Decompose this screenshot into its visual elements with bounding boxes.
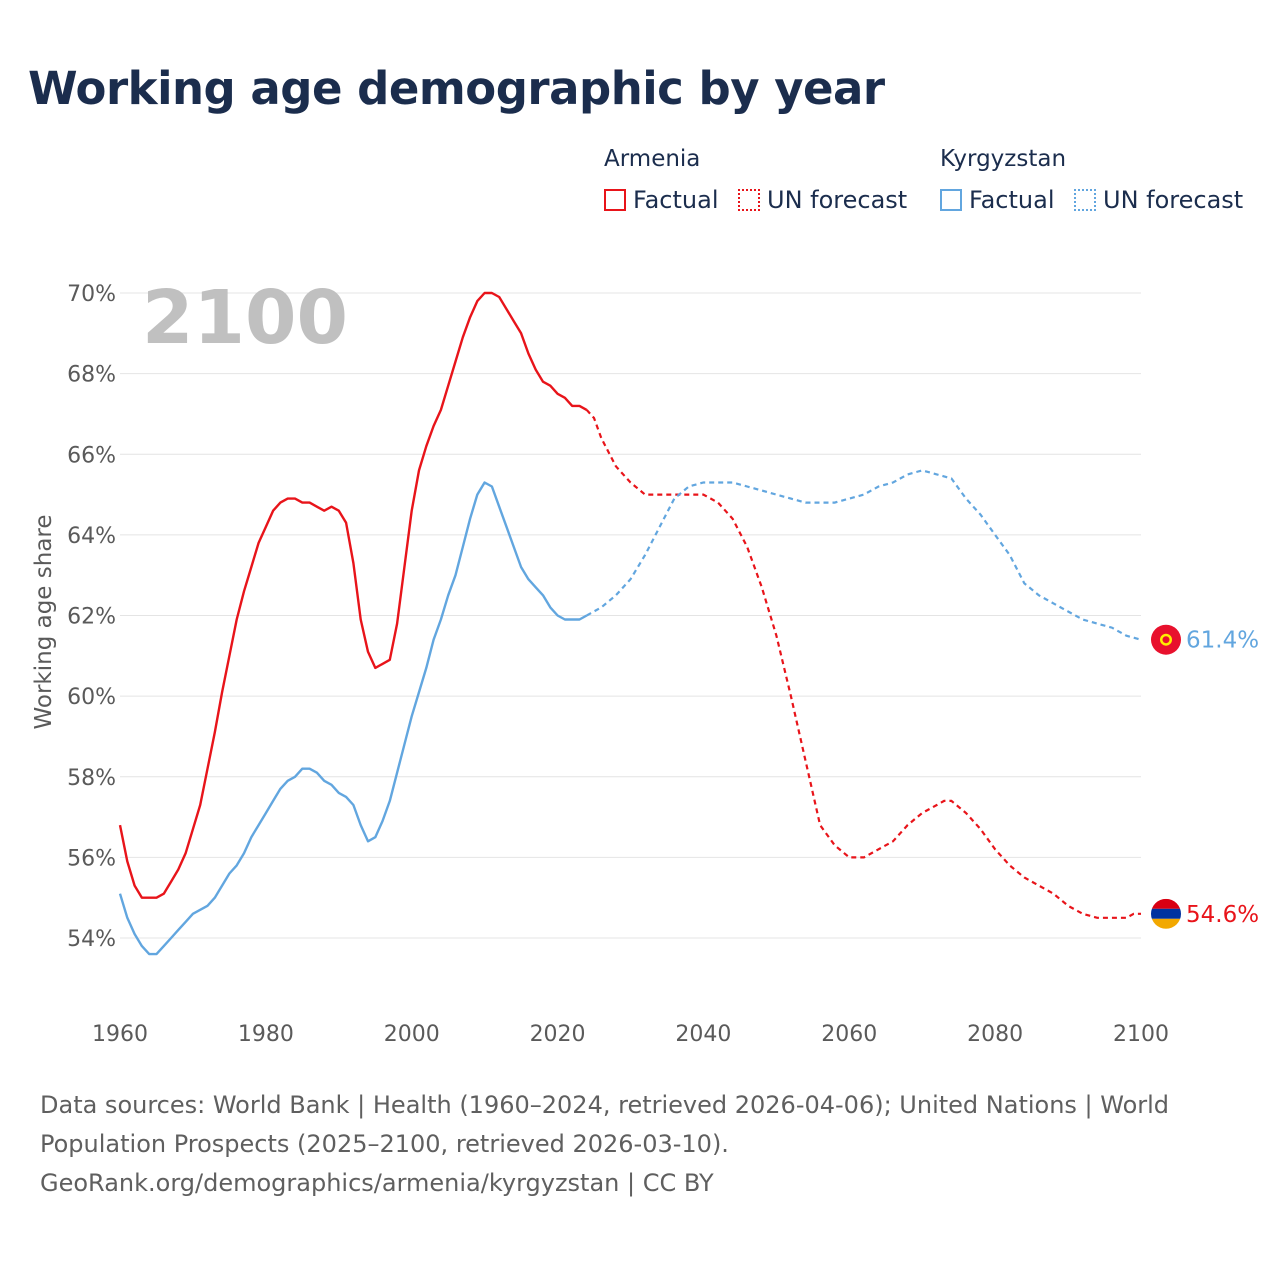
legend-armenia-title: Armenia xyxy=(604,146,701,172)
x-tick-label: 2040 xyxy=(675,1022,731,1047)
x-tick-label: 1980 xyxy=(238,1022,294,1047)
x-tick-label: 2100 xyxy=(1113,1022,1169,1047)
x-axis-ticks: 1960 1980 2000 2020 2040 2060 2080 2100 xyxy=(92,1022,1169,1047)
kyrgyzstan-factual-line xyxy=(118,481,588,956)
legend-kyrgyzstan-forecast-label: UN forecast xyxy=(1103,186,1244,214)
y-tick-label: 54% xyxy=(67,927,116,952)
x-tick-label: 2080 xyxy=(967,1022,1023,1047)
legend-armenia-forecast-swatch xyxy=(738,189,760,211)
attribution-link[interactable]: GeoRank.org/demographics/armenia/kyrgyzs… xyxy=(40,1169,714,1197)
x-tick-label: 2020 xyxy=(530,1022,586,1047)
year-overlay: 2100 xyxy=(142,275,348,361)
sources-line-1: Data sources: World Bank | Health (1960–… xyxy=(40,1091,1170,1119)
legend-kyrgyzstan-forecast[interactable]: UN forecast xyxy=(1074,186,1243,214)
armenia-factual-line xyxy=(118,291,588,899)
legend-kyrgyzstan-forecast-swatch xyxy=(1074,189,1096,211)
y-axis-ticks: 54% 56% 58% 60% 62% 64% 66% 68% 70% xyxy=(67,282,116,952)
armenia-forecast-line xyxy=(585,409,1141,919)
legend-kyrgyzstan-title: Kyrgyzstan xyxy=(940,146,1067,172)
legend-armenia-forecast[interactable]: UN forecast xyxy=(738,186,907,214)
kyrgyzstan-end-value-label: 61.4% xyxy=(1186,628,1259,654)
legend-kyrgyzstan-factual[interactable]: Factual xyxy=(940,186,1055,214)
series-lines xyxy=(118,291,1142,956)
line-chart: 54% 56% 58% 60% 62% 64% 66% 68% 70% 1960 1980 2000… xyxy=(31,275,1259,1047)
gridlines xyxy=(120,292,1141,939)
sources-line-2: Population Prospects (2025–2100, retriev… xyxy=(40,1130,729,1158)
y-tick-label: 64% xyxy=(67,524,116,549)
y-tick-label: 68% xyxy=(67,363,116,388)
y-tick-label: 60% xyxy=(67,685,116,710)
y-tick-label: 56% xyxy=(67,846,116,871)
legend-armenia-factual-label: Factual xyxy=(633,186,719,214)
legend-kyrgyzstan-factual-swatch xyxy=(940,189,962,211)
x-tick-label: 2060 xyxy=(821,1022,877,1047)
kyrgyzstan-forecast-line xyxy=(586,469,1142,641)
kyrgyzstan-flag-icon xyxy=(1151,624,1181,655)
y-axis-label: Working age share xyxy=(31,514,57,729)
legend-armenia-forecast-label: UN forecast xyxy=(767,186,908,214)
y-tick-label: 66% xyxy=(67,443,116,468)
x-tick-label: 2000 xyxy=(384,1022,440,1047)
legend-armenia-factual[interactable]: Factual xyxy=(604,186,719,214)
legend-armenia-factual-swatch xyxy=(604,189,626,211)
y-tick-label: 58% xyxy=(67,766,116,791)
y-tick-label: 62% xyxy=(67,605,116,630)
footer-sources: Data sources: World Bank | Health (1960–… xyxy=(40,1086,1240,1203)
x-tick-label: 1960 xyxy=(92,1022,148,1047)
chart-title: Working age demographic by year xyxy=(28,62,885,115)
series-end-markers: 54.6% 61.4% xyxy=(1151,624,1259,929)
y-tick-label: 70% xyxy=(67,282,116,307)
legend-kyrgyzstan-factual-label: Factual xyxy=(969,186,1055,214)
armenia-end-value-label: 54.6% xyxy=(1186,902,1259,928)
armenia-flag-icon xyxy=(1151,898,1181,929)
